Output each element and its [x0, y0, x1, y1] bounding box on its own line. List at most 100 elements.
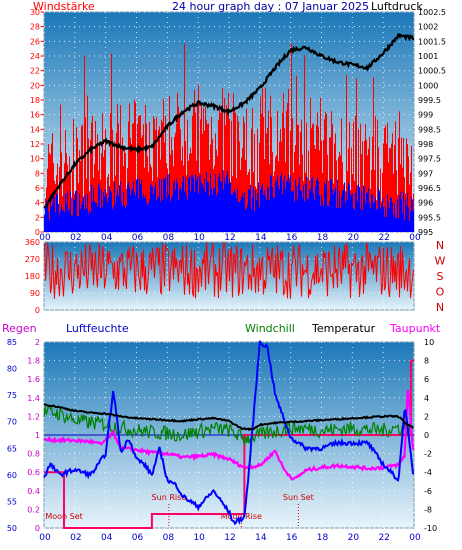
temperature-ticks: 10 8 6 4 2 0 -2 -4 -6 -8 -10 — [424, 338, 437, 533]
rain-tick-label: 1.8 — [27, 357, 40, 366]
compass-letter: W — [435, 255, 446, 268]
wind-tick-label: 4 — [35, 199, 40, 208]
wind-tick-label: 30 — [30, 8, 40, 17]
event-label: Moon Rise — [221, 512, 262, 521]
rain-tick-label: 1.2 — [27, 412, 40, 421]
compass-letter: S — [437, 270, 444, 283]
hour-tick-label: 10 — [193, 233, 205, 243]
wind-tick-label: 8 — [35, 169, 40, 178]
hour-tick-label: 22 — [378, 533, 389, 543]
pressure-tick-label: 998 — [418, 140, 433, 149]
temperature-tick-label: -10 — [424, 524, 437, 533]
hour-tick-label: 16 — [286, 233, 298, 243]
temperature-tick-label: -4 — [424, 468, 432, 477]
humidity-tick-label: 85 — [7, 338, 17, 347]
pressure-tick-label: 1002 — [418, 23, 438, 32]
pressure-tick-label: 997.5 — [418, 155, 441, 164]
legend-dewpoint: Taupunkt — [389, 322, 441, 335]
hour-tick-label: 10 — [193, 533, 205, 543]
rain-ticks: 2 1.8 1.6 1.4 1.2 1 0.8 0.6 0.4 0.2 0 — [27, 338, 40, 533]
pressure-axis-label: Luftdruck — [371, 0, 423, 13]
legend-humidity: Luftfeuchte — [66, 322, 129, 335]
rain-tick-label: 0.8 — [27, 450, 40, 459]
temperature-tick-label: 6 — [424, 375, 429, 384]
legend-rain: Regen — [2, 322, 37, 335]
humidity-tick-label: 60 — [7, 471, 17, 480]
hour-tick-label: 06 — [132, 533, 144, 543]
wind-tick-label: 12 — [30, 140, 40, 149]
pressure-tick-label: 1002.5 — [418, 8, 446, 17]
rain-tick-label: 0.6 — [27, 468, 40, 477]
hour-tick-label: 16 — [286, 533, 298, 543]
rain-tick-label: 0 — [35, 524, 40, 533]
pressure-series — [43, 33, 415, 209]
panel1-right-ticks: 995 995.5 996 996.5 997 997.5 998 998.5 999 999.5… — [418, 8, 446, 237]
panel3-x-ticks: 00 02 04 06 08 10 12 14 16 18 20 22 00 — [39, 533, 421, 543]
legend-temperature: Temperatur — [311, 322, 376, 335]
wind-tick-label: 14 — [30, 125, 40, 134]
pressure-tick-label: 997 — [418, 169, 433, 178]
temperature-tick-label: -6 — [424, 487, 432, 496]
humidity-tick-label: 70 — [7, 418, 17, 427]
hour-tick-label: 12 — [224, 533, 235, 543]
rain-tick-label: 1 — [35, 431, 40, 440]
wind-direction-series — [44, 242, 414, 299]
hour-tick-label: 12 — [224, 233, 235, 243]
pressure-tick-label: 1000.5 — [418, 67, 446, 76]
pressure-tick-label: 998.5 — [418, 125, 441, 134]
humidity-tick-label: 75 — [7, 391, 17, 400]
event-label: Sun Rise — [152, 493, 187, 502]
temperature-tick-label: 10 — [424, 338, 434, 347]
rain-series — [44, 359, 414, 529]
wind-tick-label: 10 — [30, 155, 40, 164]
hour-tick-label: 00 — [409, 233, 421, 243]
wind-tick-label: 22 — [30, 67, 40, 76]
hour-tick-label: 00 — [39, 233, 51, 243]
panel1-x-ticks: 00 02 04 06 08 10 12 14 16 18 20 22 00 — [39, 233, 421, 243]
rain-tick-label: 1.4 — [27, 394, 40, 403]
hour-tick-label: 04 — [101, 533, 113, 543]
hour-tick-label: 08 — [163, 533, 175, 543]
direction-tick-label: 90 — [30, 289, 40, 298]
humidity-tick-label: 65 — [7, 444, 17, 453]
hour-tick-label: 00 — [39, 533, 51, 543]
wind-average-series — [44, 169, 414, 232]
legend-windchill: Windchill — [245, 322, 295, 335]
compass-letter: O — [436, 286, 445, 299]
direction-tick-label: 0 — [35, 306, 40, 315]
humidity-tick-label: 80 — [7, 365, 17, 374]
pressure-tick-label: 996 — [418, 199, 433, 208]
hour-tick-label: 04 — [101, 233, 113, 243]
rain-tick-label: 0.2 — [27, 505, 40, 514]
panel3-grid — [43, 341, 415, 529]
pressure-tick-label: 996.5 — [418, 184, 441, 193]
rain-tick-label: 0.4 — [27, 487, 40, 496]
direction-tick-label: 360 — [25, 238, 40, 247]
hour-tick-label: 18 — [317, 233, 329, 243]
hour-tick-label: 02 — [70, 533, 81, 543]
hour-tick-label: 18 — [317, 533, 329, 543]
temperature-series — [43, 403, 414, 432]
humidity-ticks: 85 80 75 70 65 60 55 50 — [7, 338, 17, 533]
wind-direction-line — [44, 242, 414, 299]
temperature-tick-label: 8 — [424, 357, 429, 366]
hour-tick-label: 00 — [409, 533, 421, 543]
direction-tick-label: 180 — [25, 272, 40, 281]
pressure-tick-label: 1000 — [418, 81, 438, 90]
wind-axis-label: Windstärke — [33, 0, 95, 13]
panel2-left-ticks: 0 90 180 270 360 — [25, 238, 40, 315]
wind-tick-label: 18 — [30, 96, 40, 105]
humidity-tick-label: 55 — [7, 497, 17, 506]
rain-tick-label: 1.6 — [27, 375, 40, 384]
event-label: Sun Set — [283, 493, 314, 502]
wind-tick-label: 24 — [30, 52, 40, 61]
hour-tick-label: 20 — [348, 233, 360, 243]
rain-tick-label: 2 — [35, 338, 40, 347]
pressure-tick-label: 999.5 — [418, 96, 441, 105]
wind-tick-label: 0 — [35, 228, 40, 237]
windchill-series — [43, 404, 414, 446]
